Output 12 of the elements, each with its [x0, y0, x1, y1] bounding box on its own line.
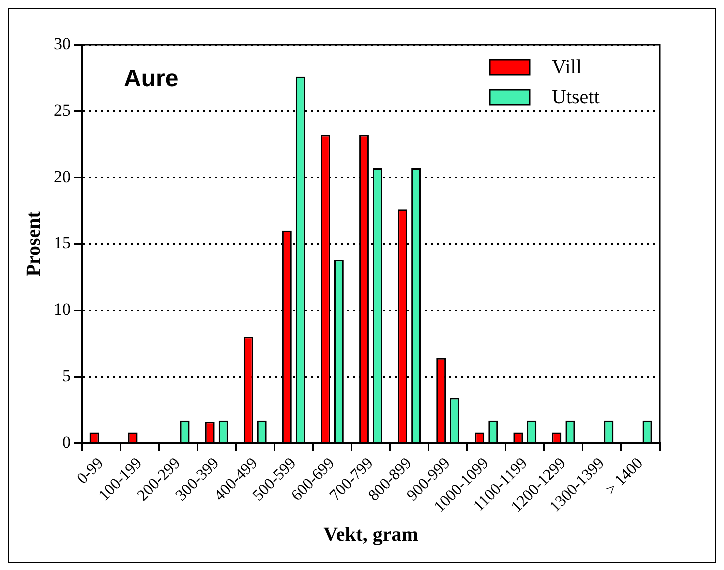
y-tick-label: 30: [54, 34, 71, 54]
legend-label: Vill: [552, 56, 582, 78]
legend-label: Utsett: [552, 86, 600, 108]
y-tick-label: 10: [54, 300, 71, 320]
y-tick-label: 25: [54, 100, 71, 120]
y-tick-label: 20: [54, 167, 71, 186]
y-tick-label: 5: [62, 366, 71, 386]
x-axis-title: Vekt, gram: [324, 524, 419, 546]
text: Aure: [124, 66, 179, 93]
y-tick-label: 0: [62, 432, 71, 452]
y-axis-title: Prosent: [23, 211, 46, 277]
y-tick-label: 15: [54, 234, 71, 253]
